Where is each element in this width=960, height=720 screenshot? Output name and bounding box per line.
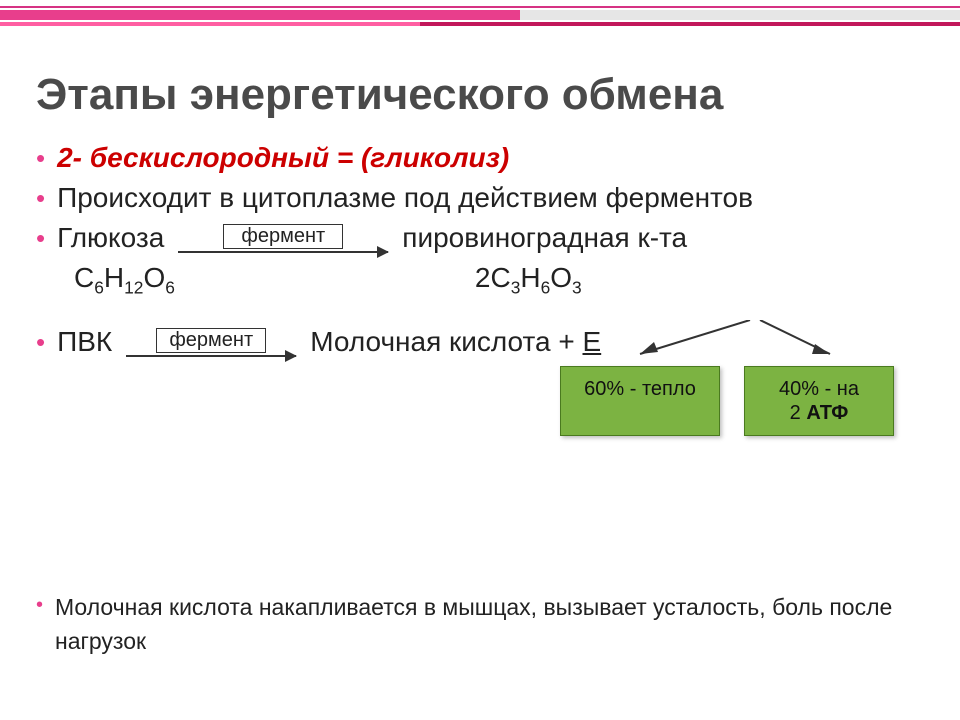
box-atp: 40% - на 2 АТФ bbox=[744, 366, 894, 436]
bullet-icon: • bbox=[36, 590, 43, 620]
enzyme-label-box: фермент bbox=[156, 328, 266, 353]
arrow-line-icon bbox=[126, 355, 296, 357]
enzyme-label-box: фермент bbox=[223, 224, 343, 249]
product-lactate-energy: Молочная кислота + Е bbox=[310, 324, 601, 360]
bullet-icon: • bbox=[36, 140, 45, 176]
box-heat: 60% - тепло bbox=[560, 366, 720, 436]
bar-pink-overlay bbox=[0, 10, 520, 20]
reactant-glucose: Глюкоза bbox=[57, 220, 164, 256]
bar-light-pink-overlay bbox=[0, 22, 420, 26]
bullet-location: • Происходит в цитоплазме под действием … bbox=[36, 180, 924, 216]
bullet-icon: • bbox=[36, 180, 45, 216]
bullet-location-text: Происходит в цитоплазме под действием фе… bbox=[57, 180, 753, 216]
product-pyruvate: пировиноградная к-та bbox=[402, 220, 687, 256]
footer-text: Молочная кислота накапливается в мышцах,… bbox=[55, 590, 924, 658]
formula-pyruvate: 2C3H6O3 bbox=[475, 260, 582, 296]
slide: Этапы энергетического обмена • 2- бескис… bbox=[0, 0, 960, 720]
energy-boxes: 60% - тепло 40% - на 2 АТФ bbox=[560, 366, 920, 436]
bar-thin-pink bbox=[0, 6, 960, 8]
arrow-line-icon bbox=[178, 251, 388, 253]
decorative-top-bar bbox=[0, 0, 960, 34]
bullet-glycolysis-text: 2- бескислородный = (гликолиз) bbox=[57, 140, 509, 176]
formula-glucose: C6H12O6 bbox=[74, 260, 175, 296]
enzyme-arrow: фермент bbox=[126, 328, 296, 357]
slide-title: Этапы энергетического обмена bbox=[36, 70, 924, 120]
formula-row: C6H12O6 2C3H6O3 bbox=[74, 260, 924, 296]
bullet-glycolysis: • 2- бескислородный = (гликолиз) bbox=[36, 140, 924, 176]
energy-split-diagram: 60% - тепло 40% - на 2 АТФ bbox=[560, 320, 920, 436]
reaction-glucose-to-pyruvate: • Глюкоза фермент пировиноградная к-та bbox=[36, 220, 924, 256]
split-arrows-icon bbox=[560, 320, 920, 364]
bullet-icon: • bbox=[36, 220, 45, 256]
reactant-pvk: ПВК bbox=[57, 324, 112, 360]
bullet-icon: • bbox=[36, 324, 45, 360]
enzyme-arrow: фермент bbox=[178, 224, 388, 253]
footer-bullet: • Молочная кислота накапливается в мышца… bbox=[36, 590, 924, 662]
